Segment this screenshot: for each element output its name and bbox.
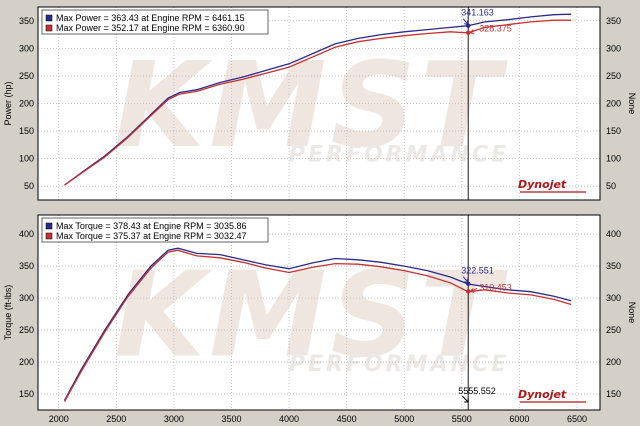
legend-entry: Max Torque = 378.43 at Engine RPM = 3035… (56, 221, 246, 231)
x-tick-label: 3500 (221, 414, 241, 424)
y-tick-label: 250 (19, 325, 34, 335)
legend-entry: Max Power = 363.43 at Engine RPM = 6461.… (56, 13, 245, 23)
legend-swatch (45, 232, 53, 240)
legend-entry: Max Torque = 375.37 at Engine RPM = 3032… (56, 231, 246, 241)
y-tick-label: 400 (19, 229, 34, 239)
watermark-subtext: PERFORMANCE (289, 352, 509, 377)
y-tick-label-right: 300 (606, 293, 621, 303)
y-tick-label: 350 (19, 16, 34, 26)
y-axis-title-right: None (627, 93, 637, 115)
y-tick-label-right: 350 (606, 261, 621, 271)
y-tick-label: 250 (19, 71, 34, 81)
y-tick-label: 350 (19, 261, 34, 271)
x-tick-label: 5500 (452, 414, 472, 424)
dynojet-logo: Dynojet (518, 388, 567, 401)
y-tick-label: 300 (19, 293, 34, 303)
series-line-1 (63, 247, 572, 401)
y-axis-title-right: None (627, 302, 637, 324)
x-tick-label: 3000 (164, 414, 184, 424)
y-tick-label: 100 (19, 154, 34, 164)
cursor-pointer (461, 395, 469, 403)
y-tick-label-right: 150 (606, 389, 621, 399)
y-tick-label: 200 (19, 357, 34, 367)
cursor-value-label: 322.551 (461, 266, 494, 276)
y-tick-label: 300 (19, 43, 34, 53)
y-tick-label-right: 250 (606, 325, 621, 335)
y-tick-label: 200 (19, 99, 34, 109)
y-axis-title: Torque (ft-lbs) (3, 285, 13, 341)
x-tick-label: 4000 (279, 414, 299, 424)
legend-swatch (45, 222, 53, 230)
x-tick-label: 2500 (106, 414, 126, 424)
x-tick-label: 2000 (49, 414, 69, 424)
y-tick-label-right: 400 (606, 229, 621, 239)
x-tick-label: 6000 (509, 414, 529, 424)
x-tick-label: 5000 (394, 414, 414, 424)
dynojet-logo: Dynojet (518, 178, 567, 191)
y-tick-label: 150 (19, 389, 34, 399)
y-tick-label: 150 (19, 126, 34, 136)
y-tick-label-right: 350 (606, 16, 621, 26)
cursor-value-label: 328.375 (479, 24, 512, 34)
legend-box (41, 217, 269, 243)
legend-box (41, 9, 269, 35)
y-tick-label-right: 200 (606, 99, 621, 109)
y-tick-label-right: 200 (606, 357, 621, 367)
plot-border (37, 6, 601, 201)
cursor-value-label: 310.453 (479, 282, 512, 292)
x-tick-label: 6500 (567, 414, 587, 424)
cursor-pointer (469, 287, 478, 293)
x-tick-label: 4500 (337, 414, 357, 424)
y-tick-label-right: 50 (606, 181, 616, 191)
y-tick-label: 50 (24, 181, 34, 191)
series-line-2 (64, 19, 572, 186)
cursor-value-label: 341.163 (461, 8, 494, 18)
legend: Max Torque = 378.43 at Engine RPM = 3035… (41, 217, 269, 243)
cursor-pointer (462, 18, 469, 26)
series-line-2 (63, 249, 572, 403)
cursor-pointer (469, 29, 478, 35)
cursor-x-value-label: 5555.552 (458, 386, 496, 396)
legend-swatch (45, 14, 53, 22)
y-tick-label-right: 100 (606, 154, 621, 164)
cursor-marker (466, 289, 471, 294)
legend: Max Power = 363.43 at Engine RPM = 6461.… (41, 9, 269, 35)
series-line-1 (64, 13, 572, 186)
cursor-marker (466, 30, 471, 35)
y-tick-label-right: 250 (606, 71, 621, 81)
y-axis-title: Power (hp) (3, 81, 13, 125)
watermark-subtext: PERFORMANCE (289, 142, 509, 167)
y-tick-label-right: 300 (606, 43, 621, 53)
legend-swatch (45, 24, 53, 32)
cursor-pointer (462, 276, 469, 284)
legend-entry: Max Power = 352.17 at Engine RPM = 6360.… (56, 23, 245, 33)
y-tick-label-right: 150 (606, 126, 621, 136)
plot-border (37, 214, 601, 411)
plot-area (38, 215, 600, 410)
